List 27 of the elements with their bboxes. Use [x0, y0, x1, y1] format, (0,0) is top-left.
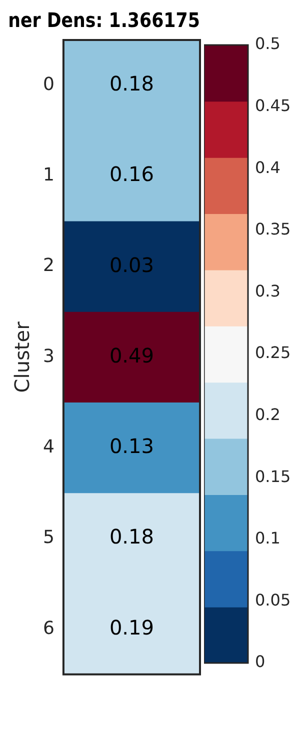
y-tick-label: 0 [43, 74, 54, 95]
color-bar-label: 0.1 [255, 528, 280, 548]
color-bar-label: 0.2 [255, 404, 280, 424]
data-label: 0.13 [109, 434, 154, 458]
color-bar-label: 0.45 [255, 96, 291, 115]
y-axis-title: Cluster [10, 320, 34, 393]
data-label: 0.16 [109, 162, 154, 186]
y-tick-label: 6 [43, 618, 54, 639]
color-bar-label: 0.35 [255, 220, 291, 239]
color-bar-label: 0.15 [255, 466, 291, 486]
y-tick-label: 2 [43, 255, 54, 276]
y-tick-label: 4 [43, 436, 54, 458]
color-bar-label: 0.4 [255, 158, 280, 177]
color-bar-label: 0.3 [255, 281, 280, 300]
color-bar-label: 0 [255, 652, 266, 672]
y-tick-label: 5 [43, 527, 54, 548]
y-tick-label: 3 [43, 346, 54, 367]
chart-title: ner Dens: 1.366175 [8, 10, 200, 33]
color-bar-label: 0.25 [255, 343, 291, 362]
data-label: 0.18 [109, 72, 154, 96]
color-bar-label: 0.5 [255, 34, 280, 54]
color-bar-label: 0.05 [255, 590, 291, 610]
data-label: 0.18 [109, 524, 154, 549]
data-label: 0.49 [109, 343, 154, 368]
y-tick-label: 1 [43, 164, 54, 186]
data-label: 0.19 [109, 615, 154, 640]
data-label: 0.03 [109, 252, 154, 277]
